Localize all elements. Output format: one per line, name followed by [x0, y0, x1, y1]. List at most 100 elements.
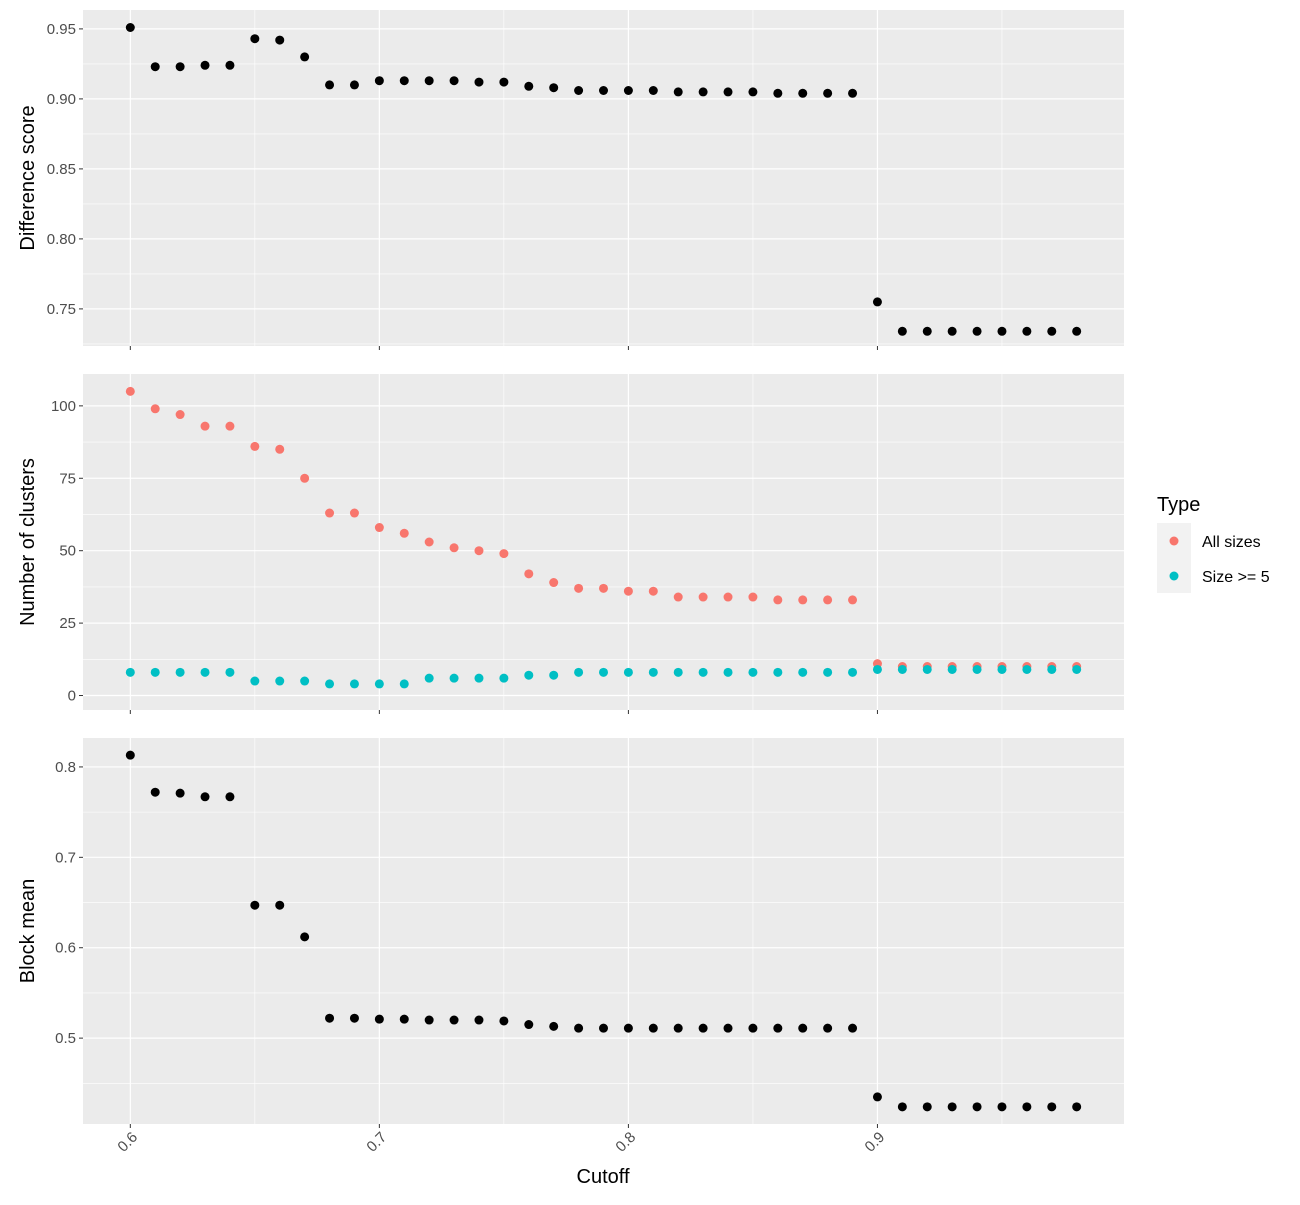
data-point	[922, 326, 932, 336]
data-point	[1022, 664, 1032, 674]
data-point	[947, 326, 957, 336]
data-point	[997, 1102, 1007, 1112]
data-point	[474, 546, 484, 556]
y-tick-label: 0.85	[47, 161, 76, 178]
panel-background	[83, 374, 1124, 710]
data-point	[275, 900, 285, 910]
data-point	[275, 35, 285, 45]
y-tick-label: 0.5	[55, 1030, 76, 1047]
data-point	[723, 1023, 733, 1033]
data-point	[524, 569, 534, 579]
data-point	[1072, 1102, 1082, 1112]
data-point	[449, 673, 459, 683]
data-point	[175, 410, 185, 420]
data-point	[748, 1023, 758, 1033]
x-tick-label: 0.8	[612, 1129, 639, 1156]
data-point	[1022, 326, 1032, 336]
data-point	[524, 81, 534, 91]
y-tick-label: 0.7	[55, 849, 76, 866]
data-point	[848, 1023, 858, 1033]
panel-3: 0.5 0.6 0.7 0.8 Block mean	[17, 738, 1124, 1128]
data-point	[599, 583, 608, 593]
data-point	[872, 664, 882, 674]
data-point	[349, 80, 359, 90]
data-point	[823, 595, 833, 605]
y-tick-label: 0.75	[47, 301, 76, 318]
legend-label-all-sizes: All sizes	[1202, 534, 1261, 551]
data-point	[648, 1023, 658, 1033]
data-point	[549, 83, 559, 93]
data-point	[848, 595, 858, 605]
data-point	[1047, 1102, 1057, 1112]
data-point	[798, 667, 808, 677]
panel-background	[83, 10, 1124, 346]
data-point	[997, 326, 1007, 336]
x-tick-label: 0.7	[363, 1129, 390, 1156]
data-point	[897, 326, 907, 336]
data-point	[200, 667, 210, 677]
x-axis-title: Cutoff	[577, 1166, 630, 1188]
data-point	[200, 421, 210, 431]
data-point	[424, 1015, 434, 1025]
data-point	[300, 676, 310, 686]
data-point	[648, 586, 658, 596]
data-point	[474, 673, 484, 683]
data-point	[922, 1102, 932, 1112]
y-tick-label: 0.80	[47, 231, 76, 248]
y-tick-label: 0.8	[55, 759, 76, 776]
data-point	[673, 1023, 683, 1033]
data-point	[200, 60, 210, 70]
data-point	[897, 1102, 907, 1112]
data-point	[175, 788, 185, 798]
data-point	[325, 508, 335, 518]
data-point	[125, 386, 135, 396]
data-point	[623, 667, 633, 677]
data-point	[125, 23, 135, 32]
data-point	[773, 595, 783, 605]
legend-key-all-sizes	[1169, 536, 1179, 546]
data-point	[1072, 664, 1082, 674]
legend-key-background	[1157, 523, 1191, 593]
data-point	[499, 549, 509, 559]
data-point	[150, 62, 160, 72]
data-point	[1047, 664, 1057, 674]
data-point	[225, 792, 235, 802]
data-point	[325, 80, 335, 90]
data-point	[225, 421, 235, 431]
data-point	[748, 87, 758, 97]
data-point	[349, 679, 359, 689]
data-point	[574, 86, 584, 95]
data-point	[125, 667, 135, 677]
data-point	[300, 52, 310, 62]
y-tick-label: 0.90	[47, 91, 76, 108]
data-point	[848, 667, 858, 677]
data-point	[325, 1013, 335, 1023]
y-tick-label: 0.6	[55, 940, 76, 957]
data-point	[922, 664, 932, 674]
data-point	[698, 87, 708, 97]
data-point	[872, 1092, 882, 1102]
data-point	[399, 679, 409, 689]
x-tick-label: 0.9	[862, 1129, 889, 1156]
data-point	[349, 508, 359, 518]
data-point	[798, 595, 808, 605]
data-point	[524, 670, 534, 680]
data-point	[823, 1023, 833, 1033]
data-point	[599, 1023, 608, 1033]
data-point	[972, 326, 982, 336]
data-point	[947, 664, 957, 674]
data-point	[574, 583, 584, 593]
data-point	[374, 679, 384, 689]
data-point	[723, 592, 733, 602]
y-tick-label: 0.95	[47, 21, 76, 38]
data-point	[848, 88, 858, 98]
data-point	[748, 667, 758, 677]
data-point	[474, 1015, 484, 1025]
data-point	[823, 667, 833, 677]
data-point	[275, 444, 285, 454]
panels-layer: 0.75 0.80 0.85 0.90 0.95 Difference score 0 25 5…	[17, 10, 1124, 1156]
data-point	[250, 34, 260, 44]
data-point	[225, 60, 235, 70]
data-point	[997, 664, 1007, 674]
